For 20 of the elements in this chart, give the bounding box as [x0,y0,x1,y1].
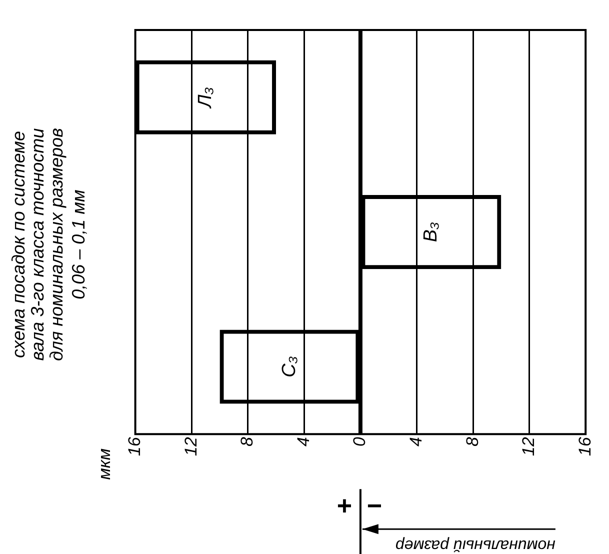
y-tick-label: С₃ [278,356,300,378]
text: схема посадок по системе [8,130,28,358]
x-tick-label: 16 [125,436,144,456]
text: мкм [95,448,114,480]
x-tick-label: 4 [294,437,313,447]
x-tick-label: 0 [350,436,370,447]
x-tick-label: 8 [462,436,482,447]
text: вала 3-го класса точности [27,128,48,361]
text: + [336,490,352,520]
text: − [366,490,382,520]
text: для номинальных размеров [46,128,66,362]
x-tick-label: 12 [181,436,200,456]
y-tick-label: Л₃ [194,86,216,110]
x-tick-label: 8 [238,436,257,447]
x-tick-label: 12 [519,436,538,456]
x-tick-label: 16 [575,436,594,456]
text: 0,06 – 0,1 мм [68,190,88,300]
ref-line-label: номинальный размер [395,536,556,554]
x-tick-label: 4 [406,437,426,447]
y-tick-label: В₃ [420,221,442,242]
